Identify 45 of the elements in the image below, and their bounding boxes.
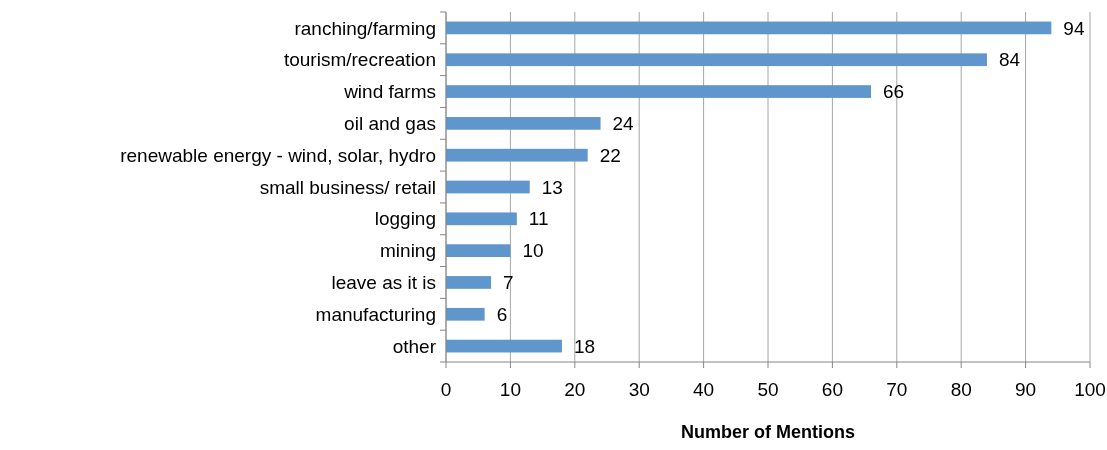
y-tick-label: wind farms [343, 81, 436, 103]
bar [446, 244, 511, 257]
data-label: 7 [503, 272, 514, 294]
y-tick-label: mining [380, 240, 436, 262]
data-label: 66 [883, 81, 905, 103]
x-axis-title: Number of Mentions [681, 422, 855, 442]
y-tick-label: other [392, 335, 437, 357]
data-label: 84 [998, 49, 1021, 71]
x-tick-label: 70 [886, 379, 908, 400]
data-label: 11 [528, 208, 549, 230]
x-tick-label: 50 [757, 379, 779, 400]
x-tick-label: 40 [693, 379, 715, 400]
y-tick-label: manufacturing [315, 303, 436, 325]
data-label: 13 [541, 176, 563, 198]
y-tick-label: tourism/recreation [283, 49, 436, 71]
bar [446, 148, 588, 162]
data-label: 6 [496, 303, 508, 325]
bar [446, 276, 492, 289]
y-tick-label: oil and gas [344, 113, 436, 135]
data-label: 94 [1063, 17, 1085, 39]
x-tick-label: 10 [499, 379, 521, 400]
x-tick-label: 30 [628, 379, 650, 400]
data-label: 22 [599, 144, 621, 166]
y-tick-label: leave as it is [331, 272, 436, 294]
y-tick-label: ranching/farming [294, 17, 436, 39]
data-label: 18 [573, 335, 596, 357]
x-tick-label: 90 [1015, 379, 1037, 400]
y-tick-label: small business/ retail [259, 176, 436, 198]
y-tick-label: renewable energy - wind, solar, hydro [120, 144, 436, 166]
bar [446, 339, 562, 353]
data-label: 24 [612, 113, 635, 135]
y-tick-label: logging [374, 208, 436, 230]
x-tick-label: 20 [564, 379, 586, 400]
x-tick-label: 100 [1074, 379, 1106, 400]
x-tick-label: 0 [440, 379, 452, 400]
bar [446, 307, 485, 321]
bar [446, 180, 530, 194]
x-tick-label: 80 [950, 379, 972, 400]
bar [446, 21, 1052, 35]
data-label: 10 [522, 240, 544, 262]
bar [446, 53, 987, 67]
bar [446, 117, 601, 130]
bar [446, 85, 872, 98]
x-tick-label: 60 [821, 379, 843, 400]
bar [446, 212, 517, 226]
